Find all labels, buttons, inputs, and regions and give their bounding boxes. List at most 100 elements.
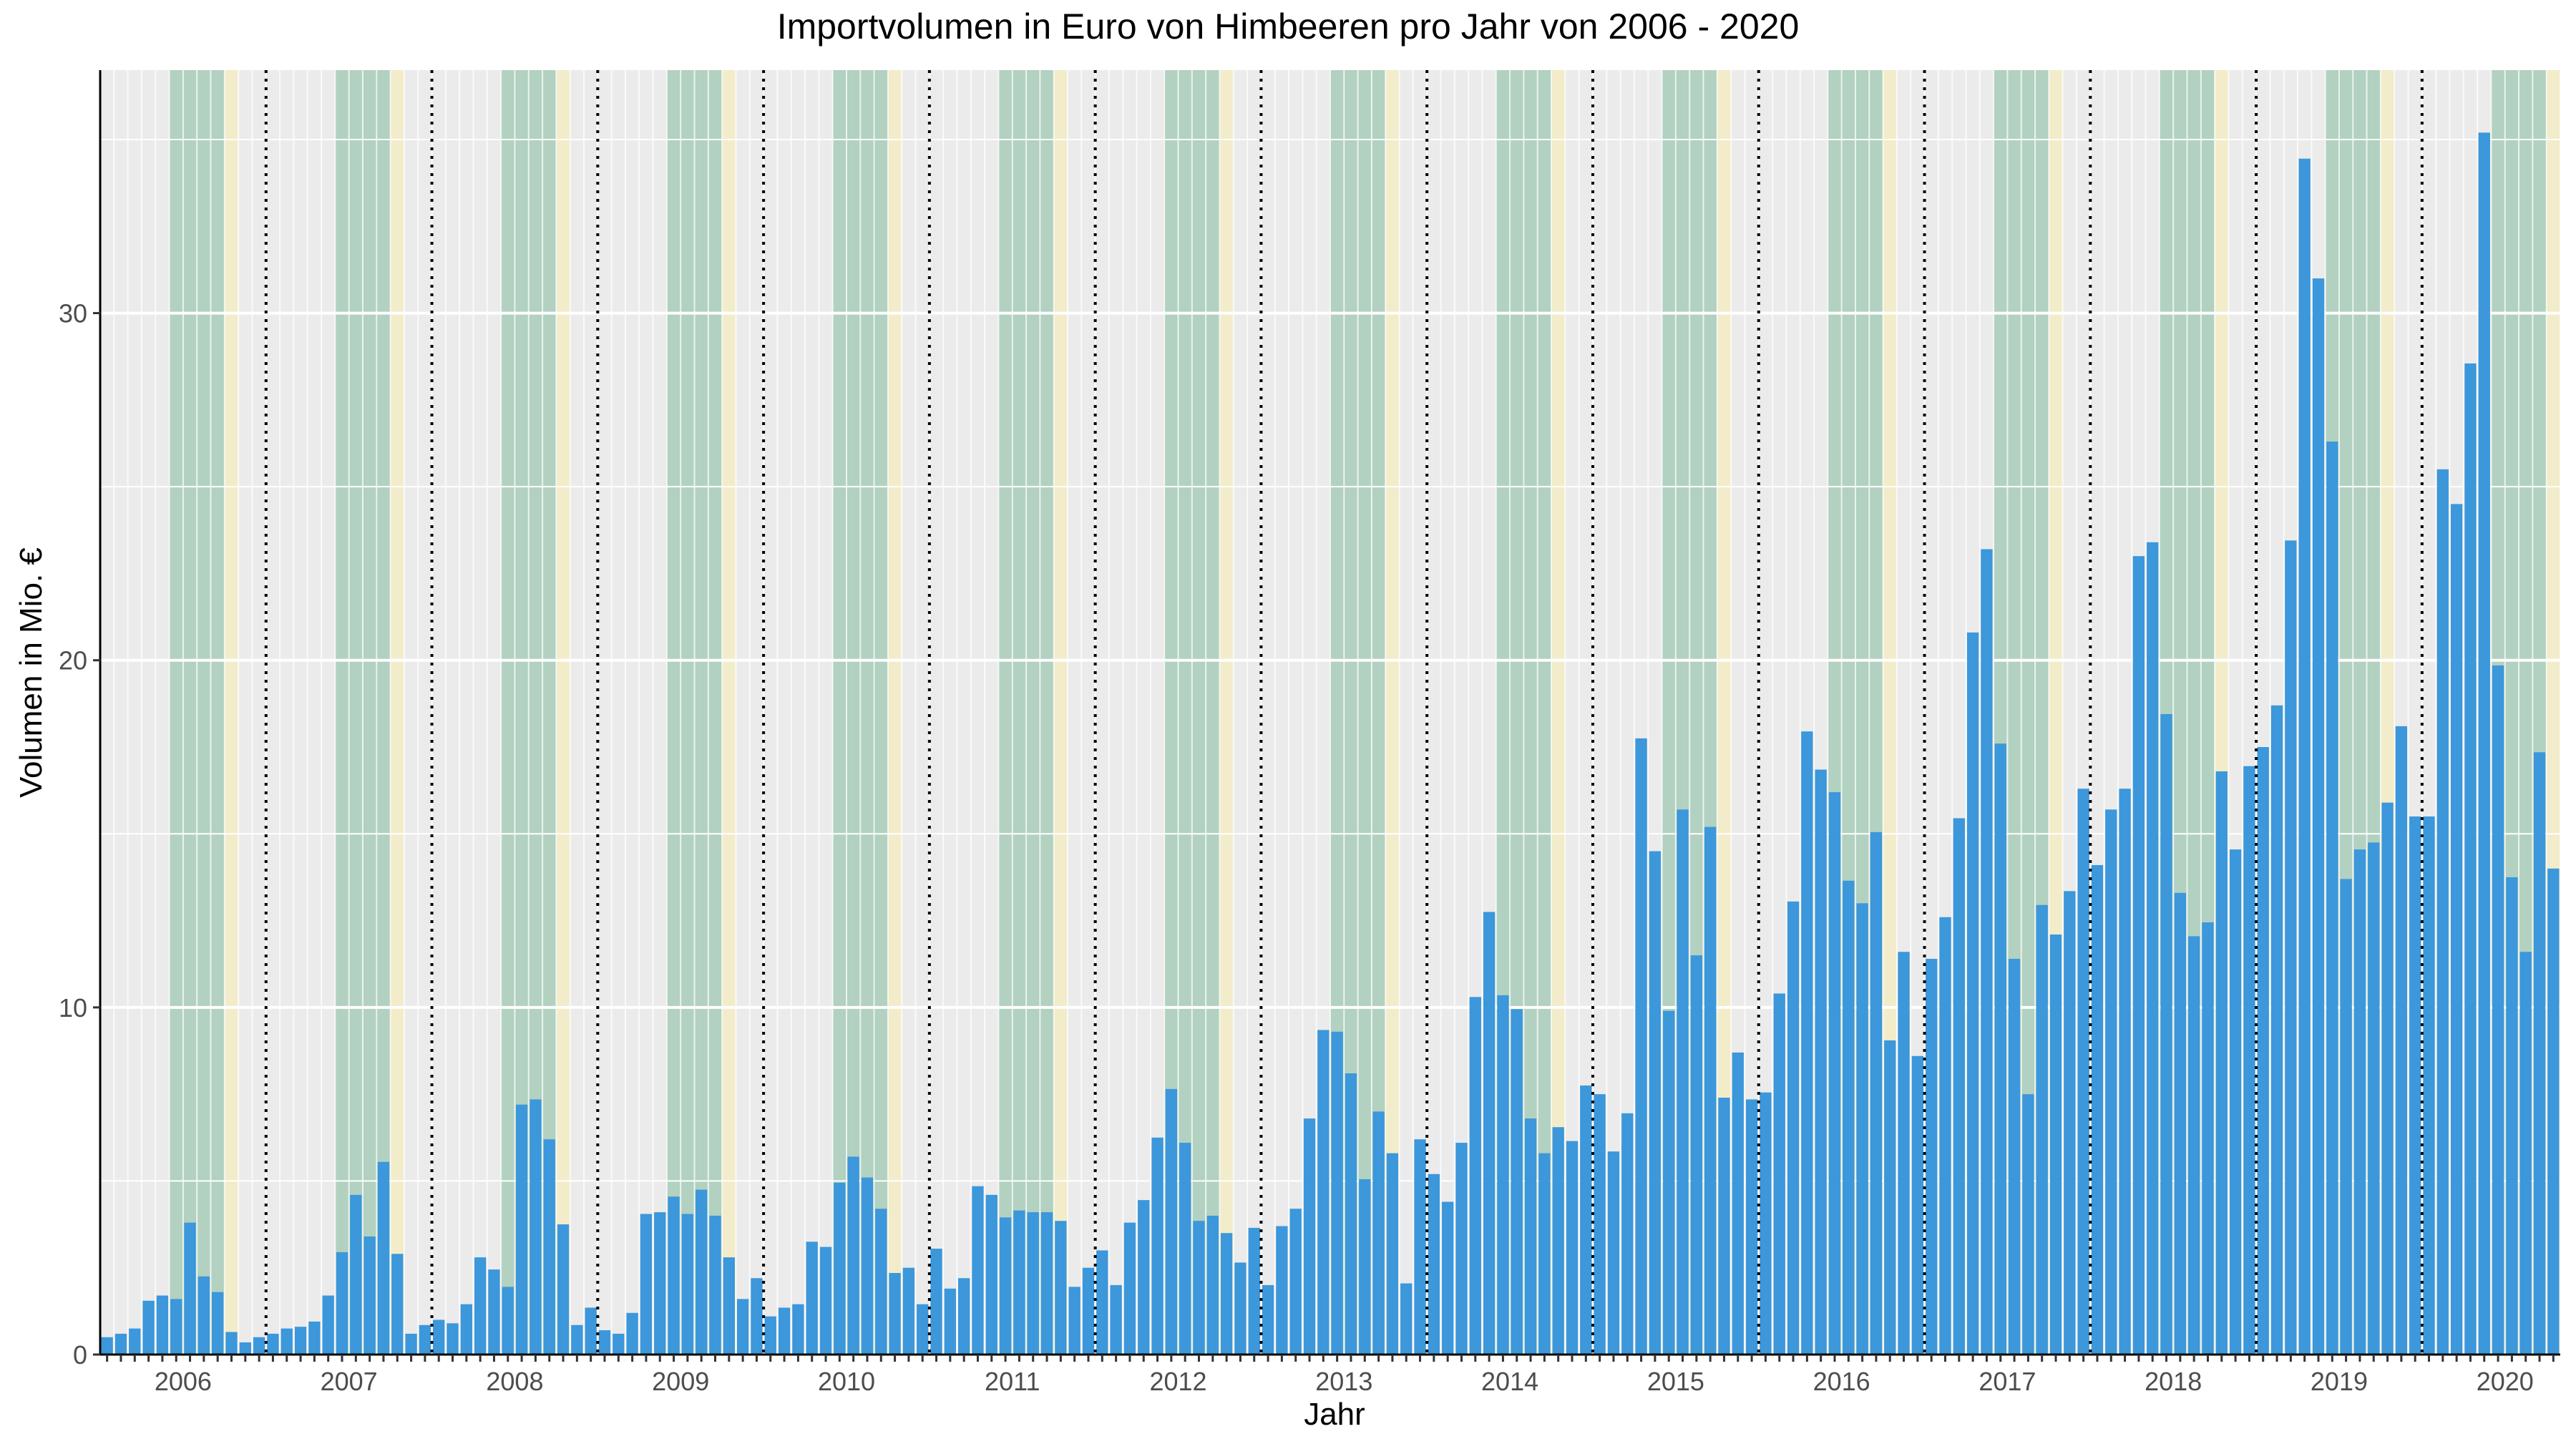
bar [391,1254,404,1355]
bar [1303,1118,1316,1355]
bar [1414,1139,1426,1355]
bar [2533,752,2546,1355]
bar [114,1333,127,1355]
bar [2022,1094,2034,1355]
bar [834,1182,846,1355]
bar [515,1104,528,1355]
bar [1787,901,1800,1355]
bar [972,1186,984,1355]
bar [875,1209,887,1355]
bar [1193,1221,1205,1355]
bar [2381,802,2394,1355]
bar [1538,1153,1551,1355]
bar [640,1214,653,1355]
bar [1690,955,1702,1355]
bar [2450,504,2463,1355]
bar [2243,766,2255,1355]
bar [1939,917,1951,1355]
y-tick-label: 30 [59,299,87,328]
bar [2091,864,2104,1355]
bar [1843,880,1855,1355]
bar [1594,1094,1606,1355]
bar [902,1267,915,1355]
x-tick-label: 2008 [486,1367,543,1396]
bar [129,1328,141,1355]
x-tick-label: 2020 [2477,1367,2534,1396]
bars [101,132,2560,1355]
bar [2506,877,2518,1355]
bar [322,1295,334,1355]
bar [156,1295,169,1355]
bar [1926,958,1938,1355]
bar [433,1319,445,1355]
bar [847,1156,859,1355]
bar [2478,132,2490,1355]
bar [1732,1052,1744,1355]
bar [2174,892,2187,1355]
bar [1773,993,1785,1355]
season-shade-yellow [224,70,239,1355]
x-tick-label: 2017 [1979,1367,2036,1396]
bar [1884,1040,1896,1355]
bar [1110,1284,1122,1355]
bar [985,1194,997,1355]
bar [557,1224,570,1355]
bar [2064,891,2076,1355]
bar [1828,792,1841,1355]
bar [405,1333,417,1355]
bar [2105,809,2117,1355]
bar [1760,1092,1772,1355]
bar [2202,922,2214,1355]
bar [1428,1174,1440,1355]
bar [2285,540,2297,1355]
bar [1206,1215,1219,1355]
bar [1055,1221,1067,1355]
bar [2340,879,2352,1355]
bar [419,1324,431,1355]
bar [1718,1098,1730,1355]
bar [889,1272,901,1355]
bar [1524,1118,1537,1355]
y-tick-label: 0 [73,1340,87,1370]
bar [1027,1212,1039,1355]
x-tick-label: 2014 [1481,1367,1538,1396]
bar [474,1257,487,1355]
x-tick-label: 2007 [321,1367,378,1396]
season-shade-yellow [887,70,902,1355]
bar [2492,665,2504,1355]
bar [2049,934,2062,1355]
x-tick-label: 2010 [818,1367,875,1396]
bar [1483,912,1496,1355]
grid-lines [99,70,2561,1356]
bar [1372,1111,1385,1355]
bar [723,1257,735,1355]
bar [460,1304,472,1355]
bar [999,1217,1012,1355]
season-shade-yellow [1053,70,1068,1355]
bar [1677,809,1689,1355]
x-tick-label: 2012 [1149,1367,1206,1396]
bar [2395,726,2408,1355]
bar [806,1241,818,1355]
season-shade-yellow [1385,70,1400,1355]
bar [2215,771,2228,1355]
bar [930,1249,942,1355]
bar [170,1299,182,1355]
bar [1801,731,1813,1355]
bar [2298,158,2311,1355]
bar [668,1196,680,1355]
bar [1082,1267,1095,1355]
bar [2077,789,2089,1355]
bar [2547,868,2560,1355]
bar [267,1333,279,1355]
bar [2132,556,2145,1355]
bar [1856,903,1868,1355]
bar [1580,1085,1592,1355]
bar [585,1307,597,1355]
bar [1966,632,1979,1355]
bar [2160,713,2172,1355]
bar [613,1333,625,1355]
bar [2464,363,2477,1355]
bar [1455,1143,1468,1355]
